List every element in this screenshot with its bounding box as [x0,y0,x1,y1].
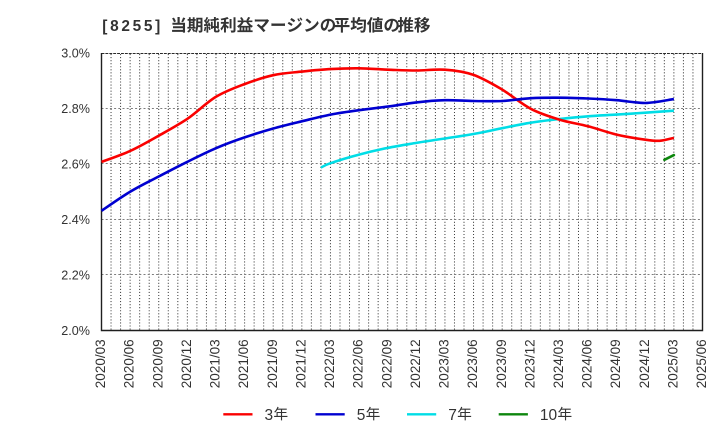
svg-text:2.8%: 2.8% [61,102,90,116]
svg-text:2021/03: 2021/03 [208,339,223,388]
svg-text:2022/12: 2022/12 [408,339,423,388]
svg-text:2024/06: 2024/06 [580,339,595,388]
svg-text:2020/06: 2020/06 [122,339,137,388]
svg-text:2022/06: 2022/06 [351,339,366,388]
svg-text:10: 10 [540,407,558,424]
svg-text:2024/12: 2024/12 [637,339,652,388]
svg-text:2020/09: 2020/09 [150,339,165,388]
svg-text:2023/12: 2023/12 [522,339,537,388]
svg-text:2023/06: 2023/06 [465,339,480,388]
svg-text:2024/09: 2024/09 [608,339,623,388]
svg-text:2021/12: 2021/12 [293,339,308,388]
svg-text:2025/03: 2025/03 [666,339,681,388]
svg-text:2023/09: 2023/09 [494,339,509,388]
svg-text:2025/06: 2025/06 [694,339,709,388]
svg-text:7: 7 [448,407,457,424]
svg-text:2020/03: 2020/03 [93,339,108,388]
svg-text:2.6%: 2.6% [61,158,90,172]
svg-text:2023/03: 2023/03 [437,339,452,388]
svg-text:2.4%: 2.4% [61,213,90,227]
svg-text:2021/09: 2021/09 [265,339,280,388]
svg-text:2021/06: 2021/06 [236,339,251,388]
svg-text:2.0%: 2.0% [61,324,90,338]
svg-text:2024/03: 2024/03 [551,339,566,388]
svg-text:2.2%: 2.2% [61,269,90,283]
svg-text:2022/09: 2022/09 [379,339,394,388]
svg-text:5: 5 [357,407,366,424]
svg-text:2022/03: 2022/03 [322,339,337,388]
svg-text:[8255]: [8255] [102,18,163,35]
svg-text:3.0%: 3.0% [61,47,90,61]
svg-text:3: 3 [265,407,274,424]
svg-text:2020/12: 2020/12 [179,339,194,388]
